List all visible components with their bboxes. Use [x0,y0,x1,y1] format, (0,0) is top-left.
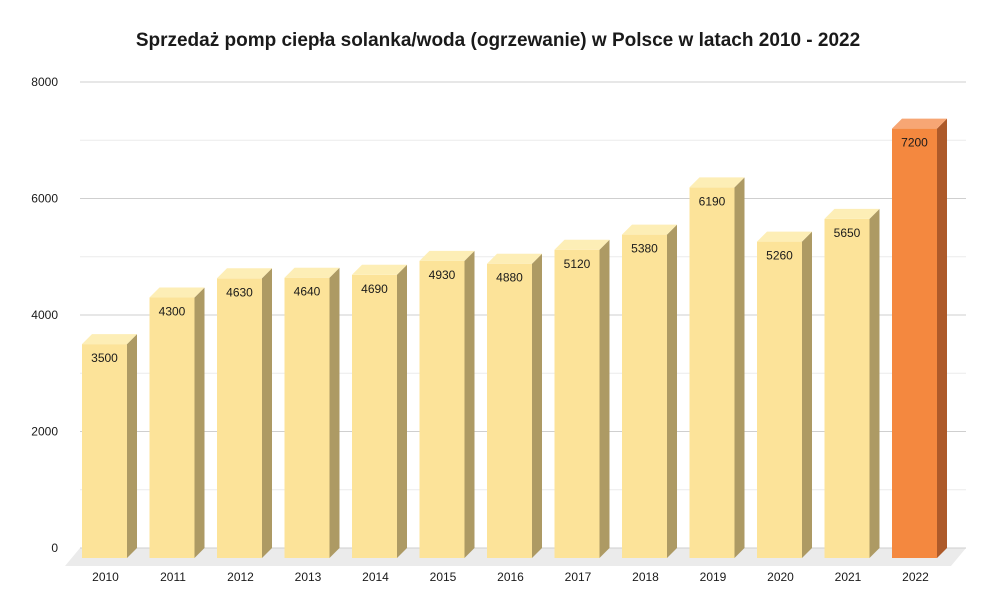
bar-top-2019 [689,177,745,188]
bar-2013 [284,277,330,558]
bar-side-2015 [464,250,475,558]
data-label: 4930 [429,268,456,282]
x-tick-label: 2015 [430,570,457,584]
bar-2019 [689,187,735,558]
data-label: 7200 [901,136,928,150]
chart-title: Sprzedaż pomp ciepła solanka/woda (ogrze… [135,30,861,51]
bar-2022 [892,128,937,558]
bar-2017 [554,249,600,558]
x-tick-label: 2020 [767,570,794,584]
bar-side-2011 [194,287,205,558]
data-label: 4880 [496,271,523,285]
y-tick-label: 6000 [31,192,58,206]
data-label: 4630 [226,285,253,299]
bar-top-2013 [284,267,340,278]
bar-top-2014 [352,264,407,275]
data-label: 3500 [91,351,118,365]
bar-side-2012 [262,268,272,558]
bar-top-2022 [892,118,947,129]
bar-2014 [352,274,397,558]
x-tick-label: 2022 [902,570,929,584]
bar-side-2022 [937,118,947,558]
bar-2021 [824,218,870,558]
bar-top-2015 [419,250,475,261]
bar-side-2013 [329,267,340,558]
data-label: 5120 [564,257,591,271]
data-label: 5380 [631,242,658,256]
bar-top-2011 [149,287,205,298]
bar-2018 [622,234,667,559]
x-tick-label: 2013 [295,570,322,584]
x-tick-label: 2012 [227,570,254,584]
data-label: 4690 [361,282,388,296]
bar-side-2014 [397,264,407,558]
y-tick-label: 0 [51,541,58,555]
bar-top-2018 [622,224,677,235]
bar-top-2017 [554,239,610,250]
bar-2010 [82,344,127,558]
x-tick-label: 2021 [835,570,862,584]
y-tick-label: 2000 [31,425,58,439]
y-tick-label: 8000 [31,75,58,89]
bar-side-2010 [127,334,137,558]
data-label: 5650 [834,226,861,240]
data-label: 6190 [699,194,726,208]
bar-top-2010 [82,334,137,345]
bar-top-2016 [487,253,542,264]
bar-2020 [757,241,802,559]
bar-side-2020 [802,231,812,559]
bar-side-2018 [667,224,677,559]
bar-top-2021 [824,208,880,219]
data-label: 4300 [159,305,186,319]
x-tick-label: 2014 [362,570,389,584]
data-label: 5260 [766,249,793,263]
bar-side-2016 [532,253,542,559]
x-tick-label: 2010 [92,570,119,584]
bar-2016 [487,263,532,558]
bar-2011 [149,297,195,558]
data-label: 4640 [294,285,321,299]
bar-side-2017 [599,239,610,558]
bar-2012 [217,278,262,558]
bar-top-2020 [757,231,812,242]
x-tick-label: 2019 [700,570,727,584]
bar-top-2012 [217,268,272,279]
bar-side-2021 [869,208,880,558]
x-tick-label: 2018 [632,570,659,584]
bar-2015 [419,260,465,558]
x-tick-label: 2016 [497,570,524,584]
x-tick-label: 2017 [565,570,592,584]
x-tick-label: 2011 [160,570,186,584]
y-tick-label: 4000 [31,308,58,322]
bar-side-2019 [734,177,745,558]
